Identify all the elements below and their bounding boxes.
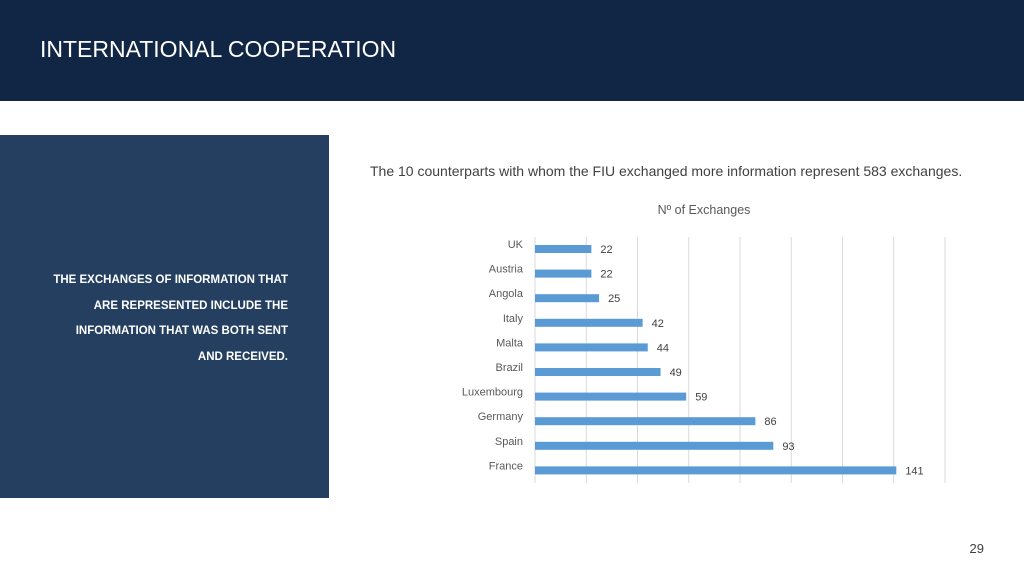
category-label: Luxembourg bbox=[462, 387, 523, 399]
page-title: INTERNATIONAL COOPERATION bbox=[40, 36, 397, 62]
data-label: 44 bbox=[657, 342, 669, 354]
bar-germany bbox=[535, 417, 756, 426]
header-bar: INTERNATIONAL COOPERATION bbox=[0, 0, 1024, 101]
category-label: Austria bbox=[489, 264, 524, 276]
bar-italy bbox=[535, 318, 643, 327]
data-label: 141 bbox=[905, 465, 923, 477]
data-label: 42 bbox=[652, 318, 664, 330]
category-label: Malta bbox=[496, 337, 524, 349]
chart-title: Nº of Exchanges bbox=[657, 203, 751, 217]
bar-angola bbox=[535, 294, 600, 303]
page-number: 29 bbox=[969, 541, 984, 556]
side-panel-text: THE EXCHANGES OF INFORMATION THAT ARE RE… bbox=[0, 136, 288, 370]
side-panel-line: AND RECEIVED. bbox=[197, 350, 288, 363]
chart-bars bbox=[535, 245, 897, 475]
side-panel-line: ARE REPRESENTED INCLUDE THE bbox=[93, 299, 288, 312]
bar-france bbox=[535, 466, 897, 475]
bar-brazil bbox=[535, 368, 661, 376]
side-panel bbox=[0, 135, 329, 498]
category-label: Germany bbox=[478, 411, 524, 423]
side-panel-line: THE EXCHANGES OF INFORMATION THAT bbox=[53, 274, 288, 286]
data-label: 49 bbox=[670, 367, 682, 379]
category-label: Italy bbox=[503, 313, 524, 325]
category-label: UK bbox=[508, 239, 524, 251]
bar-malta bbox=[535, 343, 648, 352]
category-label: Angola bbox=[489, 288, 524, 300]
data-label: 93 bbox=[782, 441, 794, 453]
data-label: 25 bbox=[608, 293, 620, 305]
bar-luxembourg bbox=[535, 392, 687, 401]
category-label: Brazil bbox=[495, 362, 523, 374]
bar-austria bbox=[535, 269, 592, 278]
bar-uk bbox=[535, 245, 592, 253]
data-label: 59 bbox=[695, 392, 707, 404]
chart-labels: UK 22 Austria 22 Angola 25 Italy 42 Malta 44 Brazi… bbox=[462, 239, 924, 477]
data-label: 22 bbox=[600, 269, 612, 281]
category-label: France bbox=[489, 460, 523, 472]
chart-subtitle: The 10 counterparts with whom the FIU ex… bbox=[370, 163, 963, 179]
category-label: Spain bbox=[495, 436, 523, 448]
data-label: 86 bbox=[764, 416, 776, 428]
bar-spain bbox=[535, 441, 774, 450]
side-panel-line: INFORMATION THAT WAS BOTH SENT bbox=[75, 325, 288, 337]
data-label: 22 bbox=[600, 244, 612, 256]
